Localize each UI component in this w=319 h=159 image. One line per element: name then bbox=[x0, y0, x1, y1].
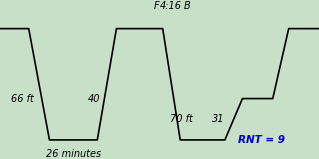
Text: B: B bbox=[183, 1, 190, 11]
Text: RNT = 9: RNT = 9 bbox=[238, 135, 285, 145]
Text: 26 minutes: 26 minutes bbox=[46, 149, 101, 159]
Text: 31: 31 bbox=[212, 114, 225, 124]
Text: 4:16: 4:16 bbox=[160, 1, 182, 11]
Text: 66 ft: 66 ft bbox=[11, 94, 33, 104]
Text: 70 ft: 70 ft bbox=[170, 114, 193, 124]
Text: F: F bbox=[153, 1, 159, 11]
Text: 40: 40 bbox=[88, 94, 100, 104]
